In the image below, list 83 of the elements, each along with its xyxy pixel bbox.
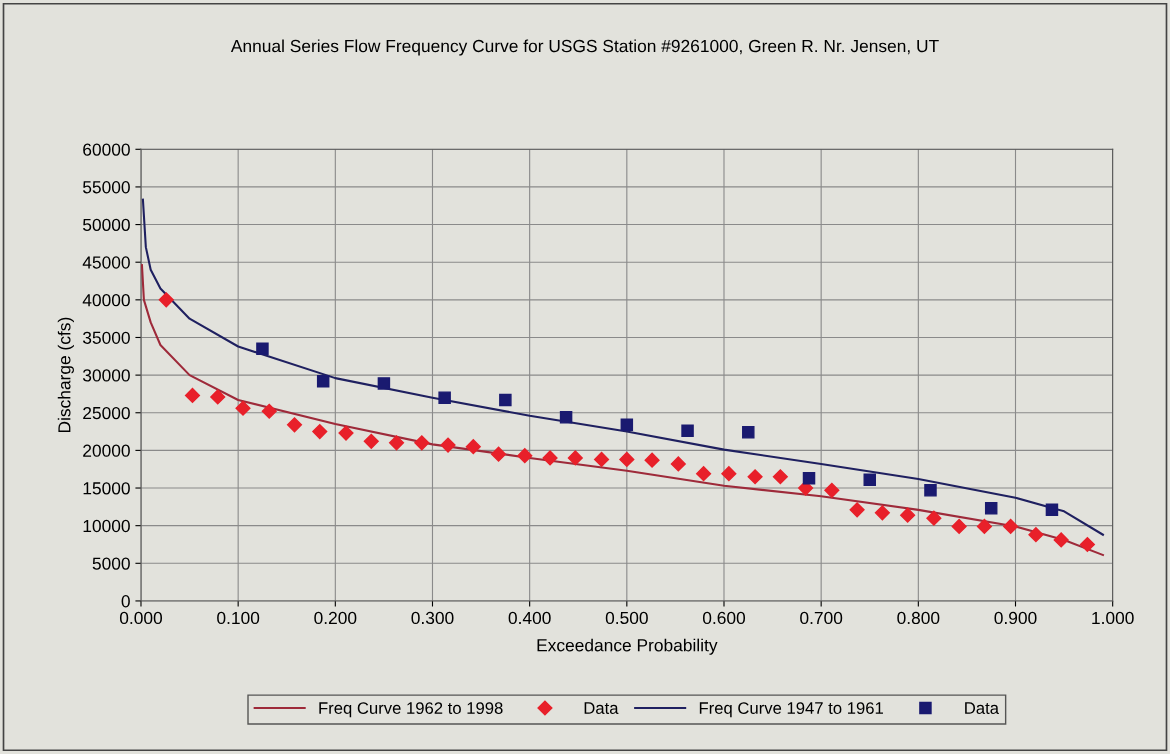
line-series (140, 264, 1104, 557)
y-tick-label: 45000 (82, 256, 130, 269)
point (1045, 503, 1059, 517)
x-tick-label: 0.000 (119, 611, 163, 625)
y-tick-label: 25000 (83, 406, 130, 420)
y-tick-label: 35000 (82, 331, 130, 344)
point (670, 456, 686, 472)
point (976, 518, 992, 534)
point (644, 452, 660, 468)
point (499, 393, 512, 407)
point (984, 502, 998, 515)
point (863, 473, 876, 486)
y-tick-label: 30000 (82, 369, 130, 382)
legend-label: Data (965, 702, 999, 714)
point (312, 424, 328, 440)
point (316, 374, 330, 388)
point (388, 435, 405, 451)
point (1079, 536, 1095, 553)
point (438, 391, 451, 404)
legend-label: Data (584, 702, 619, 714)
point (619, 451, 635, 467)
point (747, 469, 763, 485)
y-tick-label: 50000 (82, 218, 130, 232)
point (363, 433, 379, 449)
x-tick-label: 0.600 (702, 611, 746, 625)
y-tick-label: 10000 (83, 519, 130, 533)
x-tick-label: 0.500 (605, 611, 648, 625)
y-axis-title: Discharge (cfs) (57, 317, 74, 433)
point (184, 387, 201, 404)
point (286, 417, 303, 433)
x-tick-label: 0.900 (994, 611, 1037, 625)
point (465, 439, 481, 455)
point (593, 451, 610, 467)
point (824, 482, 840, 498)
line-series (141, 198, 1104, 536)
x-tick-label: 0.800 (897, 611, 940, 625)
x-tick-label: 0.300 (411, 611, 454, 625)
legend-label: Freq Curve 1962 to 1998 (319, 702, 503, 718)
point (772, 469, 788, 485)
point (559, 411, 573, 424)
point (158, 292, 174, 308)
point (338, 425, 354, 441)
point (620, 418, 634, 432)
chart-title: Annual Series Flow Frequency Curve for USGS Station #9261000, Green R. Nr. Jensen, UT (230, 39, 939, 56)
point (517, 448, 533, 464)
point (924, 484, 937, 497)
point (1028, 527, 1044, 543)
y-tick-label: 15000 (83, 482, 130, 495)
point (210, 389, 226, 405)
point (377, 377, 391, 390)
y-tick-label: 5000 (92, 557, 130, 570)
y-tick-label: 55000 (82, 181, 130, 194)
point (542, 450, 558, 466)
x-tick-label: 0.100 (217, 611, 260, 625)
point (900, 507, 916, 523)
point (681, 424, 694, 438)
point (256, 342, 269, 356)
x-tick-label: 0.700 (800, 611, 843, 625)
y-tick-label: 20000 (83, 444, 130, 457)
point (261, 403, 277, 419)
y-tick-label: 60000 (83, 143, 130, 156)
x-tick-label: 1.000 (1092, 611, 1134, 625)
point (414, 435, 430, 451)
point (951, 518, 967, 534)
point (235, 400, 251, 416)
x-tick-label: 0.200 (314, 611, 357, 625)
point (802, 471, 816, 485)
point (1003, 518, 1019, 534)
point (490, 446, 507, 462)
point (440, 437, 456, 453)
x-tick-label: 0.400 (508, 611, 551, 625)
point (696, 466, 712, 482)
point (926, 510, 942, 526)
point (742, 426, 755, 439)
point (874, 505, 890, 521)
point (721, 466, 737, 482)
y-tick-label: 0 (121, 595, 130, 608)
point (1053, 532, 1069, 548)
x-axis-title: Exceedance Probability (537, 638, 718, 655)
point (567, 450, 583, 466)
y-tick-label: 40000 (82, 294, 130, 307)
legend-label: Freq Curve 1947 to 1961 (699, 702, 883, 718)
point (849, 502, 865, 518)
